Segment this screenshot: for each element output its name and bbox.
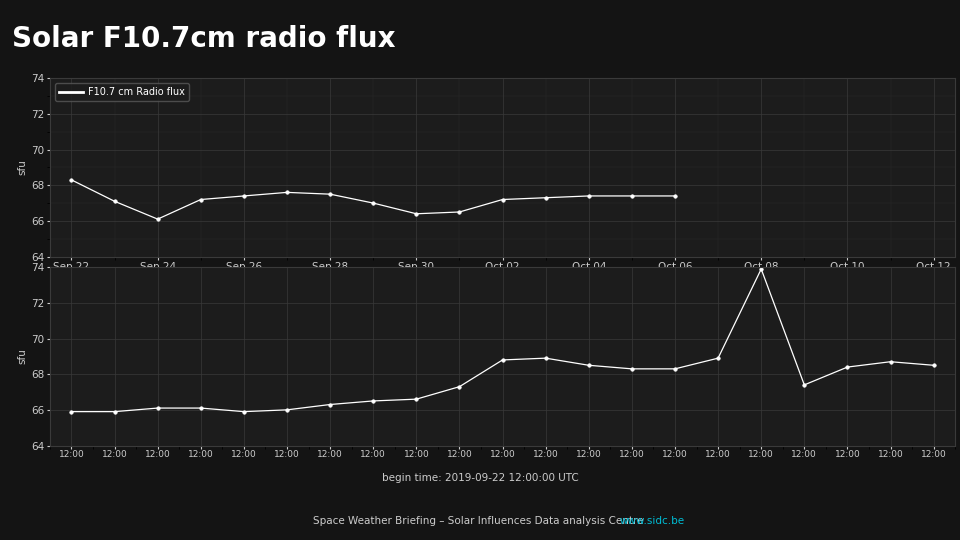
- Legend: F10.7 cm Radio flux: F10.7 cm Radio flux: [55, 83, 188, 101]
- Text: Space Weather Briefing – Solar Influences Data analysis Centre: Space Weather Briefing – Solar Influence…: [313, 516, 647, 526]
- Text: Solar F10.7cm radio flux: Solar F10.7cm radio flux: [12, 25, 396, 53]
- Text: www.sidc.be: www.sidc.be: [620, 516, 684, 526]
- Y-axis label: sfu: sfu: [17, 159, 27, 176]
- Y-axis label: sfu: sfu: [17, 348, 27, 364]
- Text: begin time: 2019-09-22 12:00:00 UTC: begin time: 2019-09-22 12:00:00 UTC: [382, 473, 578, 483]
